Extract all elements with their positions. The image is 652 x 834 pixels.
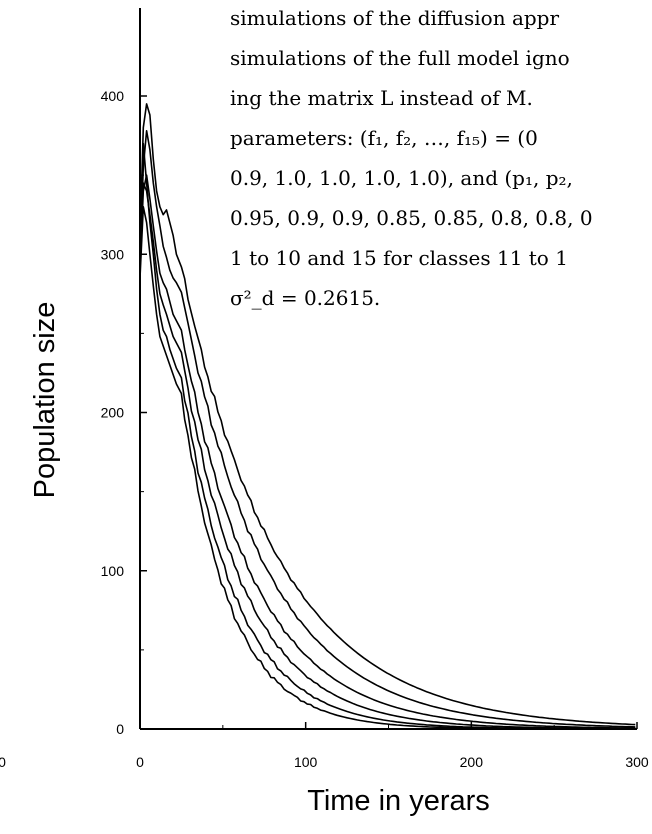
caption-line: ing the matrix L instead of M. [230, 86, 533, 110]
caption-line: 0.95, 0.9, 0.9, 0.85, 0.85, 0.8, 0.8, 0 [230, 206, 593, 230]
x-tick-label: 300 [625, 754, 649, 770]
caption-line: parameters: (f₁, f₂, …, f₁₅) = (0 [230, 126, 538, 150]
chart-labels: 0 100 200 300 400 0 100 200 300 0 Time in yerars Po… [0, 88, 649, 817]
series-line-2 [139, 130, 636, 728]
caption-line: simulations of the full model igno [230, 46, 570, 70]
left-edge-tick-label: 0 [0, 754, 6, 770]
caption-line: 1 to 10 and 15 for classes 11 to 1 [230, 246, 568, 270]
x-tick-label: 100 [294, 754, 318, 770]
chart-axes [139, 8, 638, 730]
y-tick-label: 300 [101, 246, 125, 262]
y-tick-label: 200 [101, 405, 125, 421]
x-tick-label: 200 [460, 754, 484, 770]
x-axis-label: Time in yerars [307, 785, 490, 817]
y-axis-label: Population size [29, 302, 61, 499]
series-line-1 [139, 103, 636, 726]
y-tick-label: 0 [116, 721, 124, 737]
series-layer [139, 103, 636, 729]
caption-line: simulations of the diffusion appr [230, 6, 560, 30]
y-tick-label: 400 [101, 88, 125, 104]
series-line-6 [139, 206, 636, 729]
caption-line: σ²_d = 0.2615. [230, 286, 381, 310]
y-tick-label: 100 [101, 563, 125, 579]
series-line-5 [139, 142, 636, 729]
series-line-3 [139, 174, 636, 729]
x-tick-label: 0 [136, 754, 144, 770]
caption-line: 0.9, 1.0, 1.0, 1.0, 1.0), and (p₁, p₂, [230, 166, 573, 190]
